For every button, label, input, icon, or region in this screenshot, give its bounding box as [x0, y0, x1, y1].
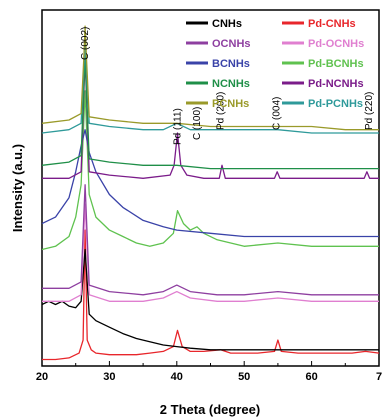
x-tick-label-50: 50 [238, 371, 250, 383]
series-line-ocnhs [42, 184, 379, 296]
legend-label-pd-ncnhs: Pd-NCNHs [308, 78, 364, 90]
legend-label-ncnhs: NCNHs [212, 78, 250, 90]
y-axis-label: Intensity (a.u.) [10, 144, 25, 232]
x-axis-label: 2 Theta (degree) [160, 402, 260, 417]
legend-label-cnhs: CNHs [212, 18, 242, 30]
legend-label-bcnhs: BCNHs [212, 58, 250, 70]
series-line-pd-ncnhs [42, 57, 379, 179]
annotation-c-100-: C (100) [192, 107, 203, 140]
series-line-ncnhs [41, 54, 379, 170]
series-line-pd-ocnhs [42, 203, 379, 302]
legend-label-pd-bcnhs: Pd-BCNHs [308, 58, 364, 70]
legend-label-pcnhs: PCNHs [212, 98, 249, 110]
x-axis-ticks: 20 30 40 50 60 7 [36, 361, 382, 383]
legend-label-pd-ocnhs: Pd-OCNHs [308, 38, 364, 50]
annotation-pd-200-: Pd (200) [216, 92, 227, 130]
annotation-pd-220-: Pd (220) [364, 92, 375, 130]
x-tick-label-70: 7 [376, 371, 382, 383]
x-tick-label-30: 30 [103, 371, 115, 383]
annotation-c-002-: C (002) [80, 27, 91, 60]
series-line-bcnhs [41, 129, 379, 238]
annotation-pd-111-: Pd (111) [173, 108, 184, 145]
x-tick-label-20: 20 [36, 371, 48, 383]
annotation-c-004-: C (004) [272, 97, 283, 130]
legend-label-pd-cnhs: Pd-CNHs [308, 18, 356, 30]
legend-label-pd-pcnhs: Pd-PCNHs [308, 98, 363, 110]
x-tick-label-60: 60 [305, 371, 317, 383]
peak-annotations: C (002) Pd (111) C (100) Pd (200) C (004) Pd … [80, 27, 375, 145]
legend-label-ocnhs: OCNHs [212, 38, 251, 50]
legend: CNHs Pd-CNHs OCNHs Pd-OCNHs BCNHs Pd-BCNHs NCN… [186, 18, 364, 110]
series-line-pd-bcnhs [41, 90, 379, 251]
series-line-cnhs [41, 248, 379, 351]
series-line-pcnhs [41, 25, 379, 131]
x-tick-label-40: 40 [171, 371, 183, 383]
series-layer [41, 25, 380, 361]
